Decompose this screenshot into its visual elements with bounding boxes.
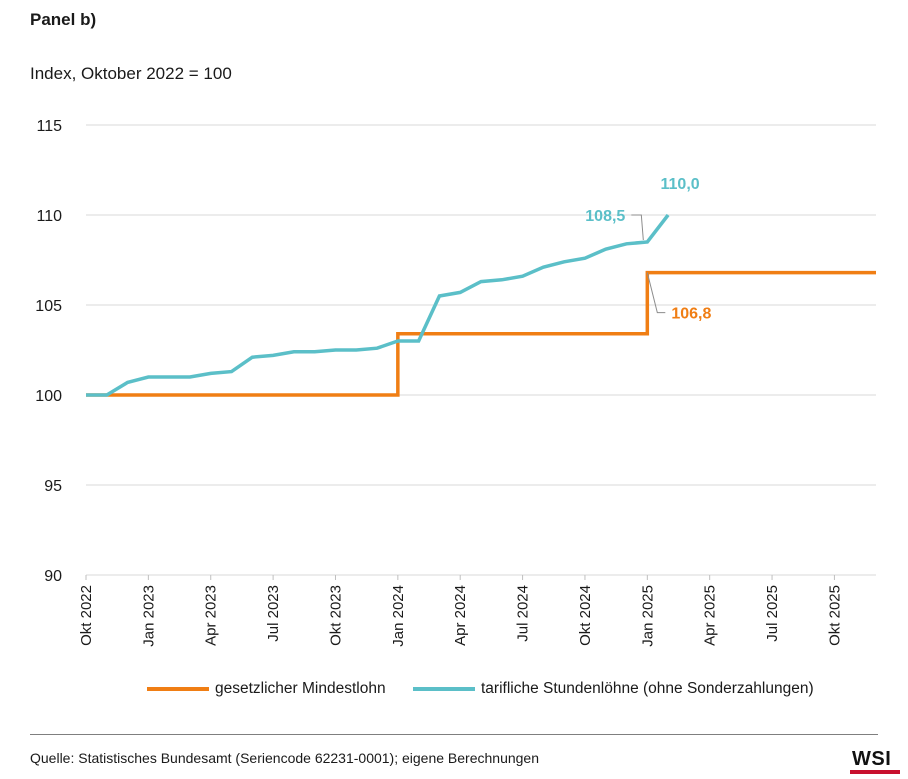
legend-item-mindestlohn: gesetzlicher Mindestlohn (147, 680, 386, 698)
legend-label-tarif: tarifliche Stundenlöhne (ohne Sonderzahl… (481, 680, 814, 697)
series-line-mindestlohn (86, 270, 876, 397)
source-note: Quelle: Statistisches Bundesamt (Serienc… (30, 750, 539, 766)
x-tick-label: Jul 2024 (515, 585, 532, 642)
legend-item-tarif: tarifliche Stundenlöhne (ohne Sonderzahl… (413, 680, 814, 698)
x-tick-label: Apr 2024 (452, 585, 469, 646)
x-tick-label: Jan 2025 (639, 585, 656, 647)
x-tick-label: Apr 2023 (203, 585, 220, 646)
x-tick-label: Okt 2024 (577, 585, 594, 646)
legend-swatch-tarif (413, 687, 475, 691)
annotation-leader (631, 214, 644, 241)
legend-swatch-mindestlohn (147, 687, 209, 691)
footer-divider (30, 734, 878, 735)
y-tick-label: 100 (35, 388, 62, 405)
chart-subtitle: Index, Oktober 2022 = 100 (30, 64, 232, 83)
y-tick-label: 90 (44, 568, 62, 585)
x-tick-label: Jan 2023 (140, 585, 157, 647)
y-tick-label: 110 (36, 208, 62, 225)
x-tick-label: Okt 2022 (78, 585, 95, 646)
line-chart: 115 110 105 100 95 90 Okt 2022 Jan 2023 Apr 2023… (35, 118, 876, 647)
y-tick-label: 95 (44, 478, 62, 495)
x-tick-label: Okt 2023 (327, 585, 344, 646)
data-label-tarif: 110,0 (661, 176, 700, 193)
legend-label-mindestlohn: gesetzlicher Mindestlohn (215, 680, 386, 697)
panel-title: Panel b) (30, 10, 97, 29)
wsi-logo-bar (850, 770, 900, 774)
y-tick-label: 115 (36, 118, 62, 135)
series-line-tarif (86, 213, 670, 397)
wsi-logo: WSI (852, 748, 892, 770)
data-label-tarif: 108,5 (585, 208, 625, 225)
x-tick-label: Okt 2025 (826, 585, 843, 646)
x-tick-label: Jul 2023 (265, 585, 282, 642)
x-tick-label: Jan 2024 (390, 585, 407, 647)
x-tick-label: Jul 2025 (764, 585, 781, 642)
data-label-mindestlohn: 106,8 (671, 306, 711, 323)
annotation-leader (646, 272, 666, 314)
y-tick-label: 105 (35, 298, 62, 315)
x-tick-label: Apr 2025 (702, 585, 719, 646)
